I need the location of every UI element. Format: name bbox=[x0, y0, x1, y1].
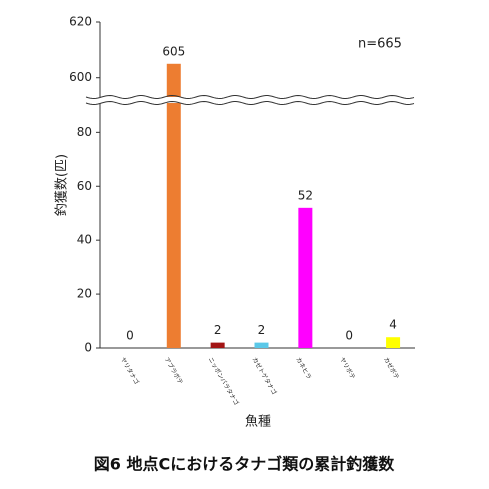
x-tick-label: アブラボテ bbox=[163, 356, 185, 386]
axis-break-line bbox=[85, 100, 415, 106]
annotation: n=665 bbox=[358, 37, 402, 52]
x-tick-label: カゼボテ bbox=[382, 356, 401, 381]
bar bbox=[254, 342, 269, 348]
y-tick-label: 80 bbox=[77, 125, 92, 139]
caption: 図6 地点Cにおけるタナゴ類の累計釣獲数 bbox=[94, 455, 395, 474]
x-tick-label: ニッポンバラタナゴ bbox=[207, 356, 241, 407]
value-label: 605 bbox=[162, 44, 185, 58]
value-label: 2 bbox=[214, 323, 222, 337]
bar bbox=[386, 337, 401, 348]
y-axis-label: 釣獲数(匹) bbox=[54, 154, 70, 216]
y-tick-label: 600 bbox=[69, 70, 92, 84]
x-tick-label: カネヒラ bbox=[294, 356, 312, 380]
x-tick-label: カゼトゲタナゴ bbox=[250, 356, 278, 396]
y-tick-label: 20 bbox=[77, 287, 92, 301]
x-axis-label: 魚種 bbox=[245, 414, 271, 430]
value-label: 0 bbox=[126, 329, 134, 343]
y-tick-label: 0 bbox=[84, 341, 92, 355]
value-label: 52 bbox=[298, 188, 313, 202]
axis-break-gap bbox=[86, 97, 417, 103]
x-tick-label: ヤリボテ bbox=[338, 356, 357, 381]
value-label: 2 bbox=[258, 323, 266, 337]
y-tick-label: 40 bbox=[77, 233, 92, 247]
bar bbox=[166, 63, 181, 349]
y-tick-label: 60 bbox=[77, 179, 92, 193]
axis-break-line bbox=[85, 94, 415, 100]
value-label: 0 bbox=[345, 329, 353, 343]
value-label: 4 bbox=[389, 318, 397, 332]
bar bbox=[210, 342, 225, 348]
x-tick-label: ヤリタナゴ bbox=[119, 356, 141, 386]
y-tick-label: 620 bbox=[69, 15, 92, 29]
bar bbox=[298, 207, 313, 348]
